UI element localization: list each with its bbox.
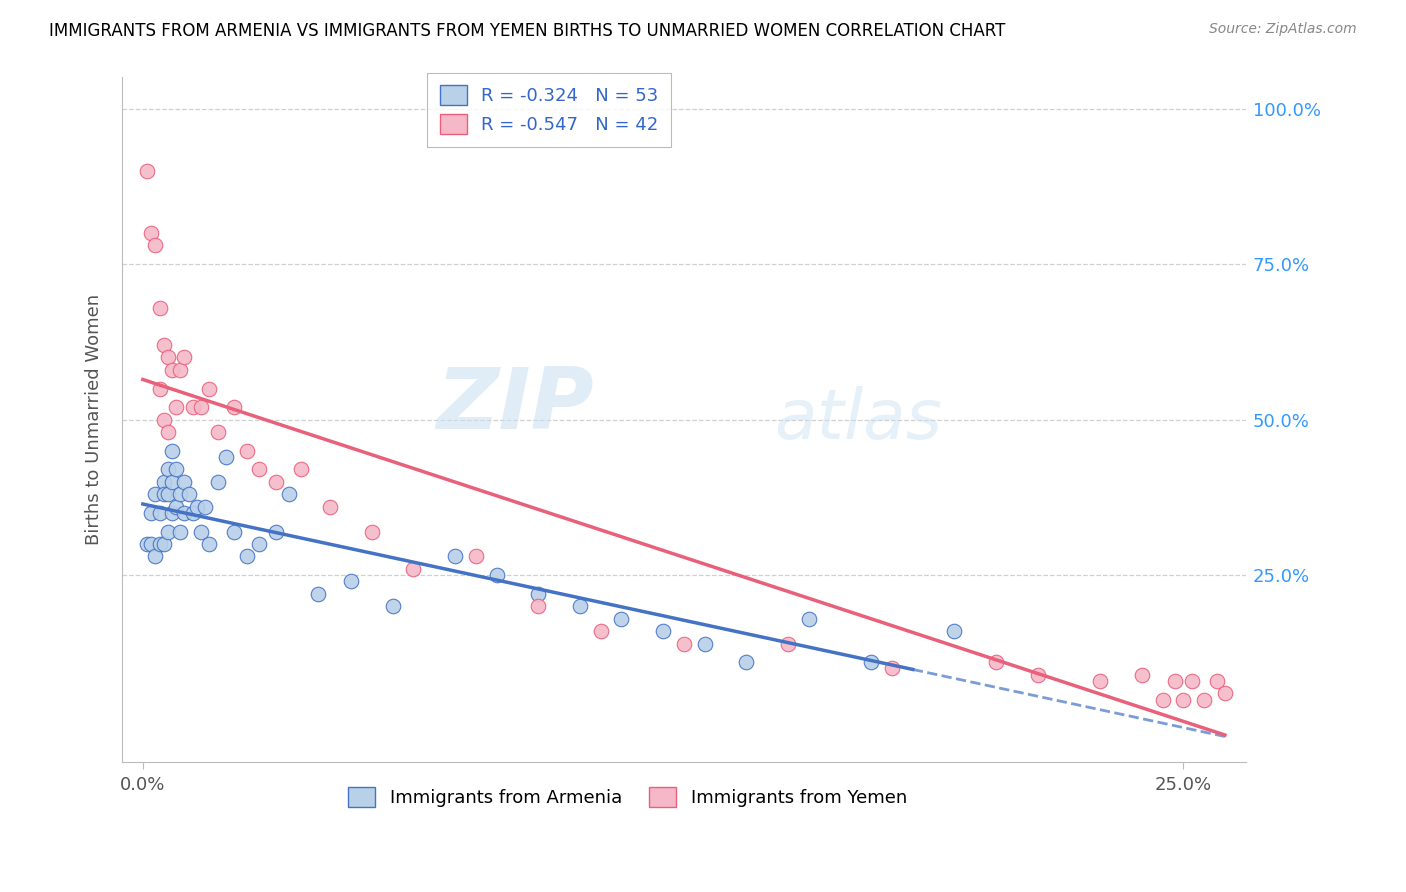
Point: [360, 524, 382, 539]
Point: [464, 549, 486, 564]
Point: [1181, 673, 1204, 688]
Point: [1164, 673, 1187, 688]
Point: [141, 226, 163, 240]
Point: [156, 425, 179, 439]
Point: [319, 500, 342, 514]
Text: ZIP: ZIP: [436, 365, 593, 448]
Point: [173, 351, 195, 365]
Point: [165, 462, 187, 476]
Point: [340, 574, 363, 589]
Point: [224, 524, 246, 539]
Point: [1173, 692, 1195, 706]
Point: [169, 524, 191, 539]
Point: [693, 636, 716, 650]
Point: [136, 537, 159, 551]
Point: [236, 443, 259, 458]
Point: [148, 506, 170, 520]
Point: [186, 500, 208, 514]
Point: [190, 524, 212, 539]
Point: [236, 549, 259, 564]
Point: [264, 475, 287, 489]
Point: [181, 506, 204, 520]
Point: [444, 549, 467, 564]
Point: [672, 636, 695, 650]
Point: [156, 524, 179, 539]
Point: [224, 400, 246, 414]
Text: atlas: atlas: [773, 386, 942, 453]
Point: [169, 487, 191, 501]
Point: [198, 382, 221, 396]
Point: [527, 587, 550, 601]
Point: [160, 443, 183, 458]
Point: [194, 500, 217, 514]
Point: [141, 506, 163, 520]
Text: IMMIGRANTS FROM ARMENIA VS IMMIGRANTS FROM YEMEN BIRTHS TO UNMARRIED WOMEN CORRE: IMMIGRANTS FROM ARMENIA VS IMMIGRANTS FR…: [49, 22, 1005, 40]
Point: [177, 487, 200, 501]
Point: [143, 549, 166, 564]
Point: [1205, 673, 1227, 688]
Point: [141, 537, 163, 551]
Point: [485, 568, 508, 582]
Point: [190, 400, 212, 414]
Point: [160, 363, 183, 377]
Point: [148, 301, 170, 315]
Point: [143, 238, 166, 252]
Point: [207, 475, 229, 489]
Point: [152, 475, 174, 489]
Point: [173, 475, 195, 489]
Point: [1213, 686, 1236, 700]
Point: [169, 363, 191, 377]
Point: [735, 655, 758, 669]
Point: [198, 537, 221, 551]
Point: [589, 624, 612, 639]
Point: [797, 612, 820, 626]
Point: [156, 351, 179, 365]
Point: [156, 487, 179, 501]
Point: [984, 655, 1007, 669]
Point: [160, 475, 183, 489]
Point: [136, 163, 159, 178]
Point: [152, 537, 174, 551]
Point: [402, 562, 425, 576]
Point: [1088, 673, 1111, 688]
Point: [381, 599, 404, 614]
Legend: Immigrants from Armenia, Immigrants from Yemen: Immigrants from Armenia, Immigrants from…: [342, 780, 914, 814]
Point: [880, 661, 903, 675]
Point: [207, 425, 229, 439]
Point: [247, 537, 270, 551]
Point: [943, 624, 966, 639]
Point: [527, 599, 550, 614]
Point: [277, 487, 299, 501]
Point: [181, 400, 204, 414]
Point: [152, 338, 174, 352]
Point: [165, 400, 187, 414]
Point: [1130, 667, 1153, 681]
Point: [1192, 692, 1215, 706]
Point: [152, 412, 174, 426]
Point: [152, 487, 174, 501]
Y-axis label: Births to Unmarried Women: Births to Unmarried Women: [86, 294, 103, 545]
Point: [1026, 667, 1049, 681]
Point: [143, 487, 166, 501]
Point: [160, 506, 183, 520]
Text: Source: ZipAtlas.com: Source: ZipAtlas.com: [1209, 22, 1357, 37]
Point: [652, 624, 675, 639]
Point: [165, 500, 187, 514]
Point: [247, 462, 270, 476]
Point: [173, 506, 195, 520]
Point: [860, 655, 883, 669]
Point: [148, 382, 170, 396]
Point: [1152, 692, 1174, 706]
Point: [610, 612, 633, 626]
Point: [264, 524, 287, 539]
Point: [156, 462, 179, 476]
Point: [568, 599, 591, 614]
Point: [290, 462, 312, 476]
Point: [776, 636, 799, 650]
Point: [215, 450, 238, 464]
Point: [148, 537, 170, 551]
Point: [307, 587, 329, 601]
